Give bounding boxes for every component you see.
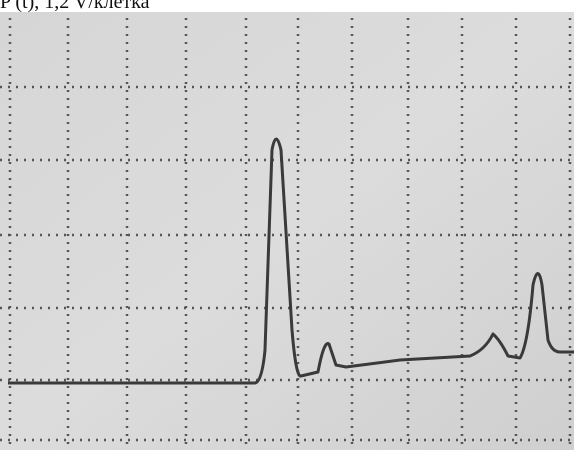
oscillogram-photo: P (t), 1,2 V/клетка [0,0,574,450]
caption: P (t), 1,2 V/клетка [0,0,150,14]
screen [0,0,574,450]
